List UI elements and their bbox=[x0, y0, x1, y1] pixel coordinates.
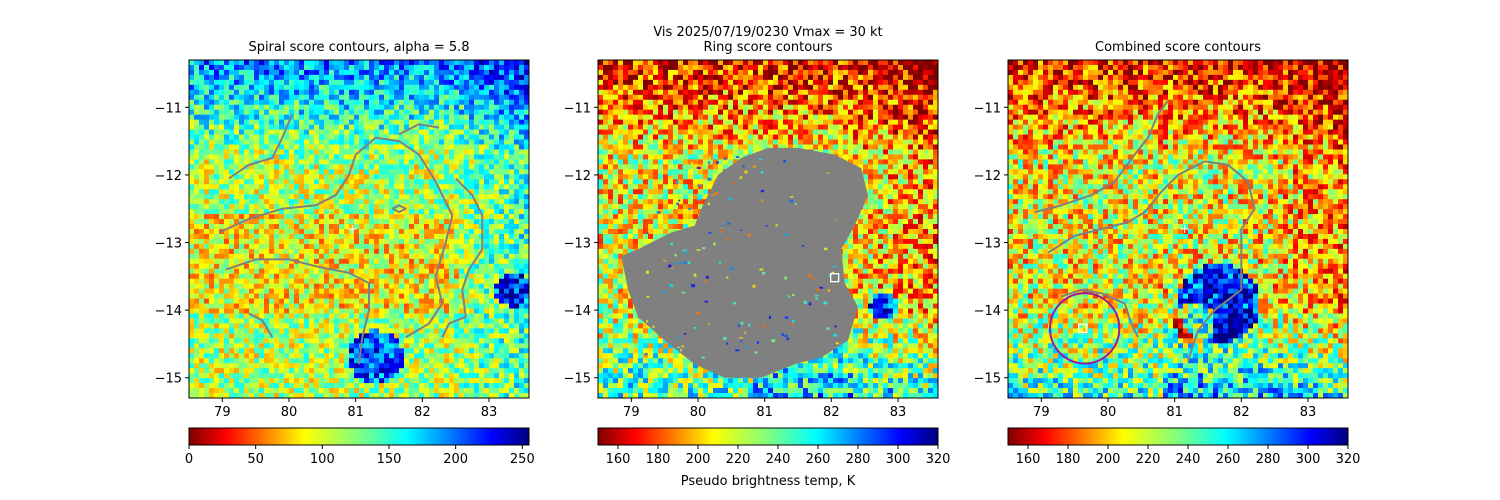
x-tick-label: 81 bbox=[756, 405, 773, 420]
contour-line bbox=[1047, 160, 1256, 362]
colorbar-tick-label: 180 bbox=[1056, 452, 1081, 467]
center-marker-plus bbox=[348, 225, 357, 233]
y-tick-label: −14 bbox=[155, 304, 182, 319]
colorbar: 160 180 200 220 240 260 280 300 320 bbox=[1007, 427, 1361, 467]
x-tick-label: 80 bbox=[690, 405, 707, 420]
center-marker-square bbox=[1078, 323, 1088, 334]
y-tick-label: −14 bbox=[974, 304, 1001, 319]
center-marker-square bbox=[830, 273, 840, 283]
panel-2: Ring score contours 79 80 81 82 83 −11 −12 −13 −1… bbox=[564, 40, 951, 467]
colorbar-tick-label: 300 bbox=[1296, 452, 1321, 467]
x-tick-label: 83 bbox=[481, 405, 498, 420]
colorbar: 160 180 200 220 240 260 280 300 320 bbox=[597, 427, 951, 467]
heatmap-field bbox=[189, 60, 529, 398]
y-tick-label: −12 bbox=[564, 169, 591, 184]
contour-line bbox=[225, 258, 370, 365]
contour-line bbox=[228, 113, 294, 180]
y-tick-label: −12 bbox=[155, 169, 182, 184]
contour-line bbox=[248, 312, 274, 338]
axes-frame bbox=[188, 59, 530, 399]
panel-title: Spiral score contours, alpha = 5.8 bbox=[248, 40, 469, 55]
axes-frame bbox=[1007, 59, 1349, 399]
colorbar-label: Pseudo brightness temp, K bbox=[681, 474, 856, 489]
y-tick-label: −13 bbox=[155, 237, 182, 252]
colorbar-tick-label: 280 bbox=[846, 452, 871, 467]
x-tick-label: 82 bbox=[414, 405, 431, 420]
colorbar-tick-label: 240 bbox=[1176, 452, 1201, 467]
x-tick-label: 80 bbox=[281, 405, 298, 420]
y-tick-label: −11 bbox=[564, 101, 591, 116]
heatmap-field bbox=[1008, 60, 1348, 398]
y-tick-label: −15 bbox=[564, 372, 591, 387]
colorbar-tick-label: 240 bbox=[766, 452, 791, 467]
y-tick-label: −11 bbox=[974, 101, 1001, 116]
colorbar-tick-label: 300 bbox=[886, 452, 911, 467]
x-tick-label: 80 bbox=[1100, 405, 1117, 420]
contour-line bbox=[1060, 288, 1139, 338]
colorbar-tick-label: 160 bbox=[606, 452, 631, 467]
x-tick-label: 79 bbox=[623, 405, 640, 420]
panel-1: Spiral score contours, alpha = 5.8 79 80 81… bbox=[155, 40, 535, 467]
colorbar-tick-label: 150 bbox=[377, 452, 402, 467]
colorbar-tick-label: 260 bbox=[806, 452, 831, 467]
x-tick-label: 83 bbox=[1300, 405, 1317, 420]
x-tick-label: 79 bbox=[1033, 405, 1050, 420]
colorbar-tick-label: 250 bbox=[510, 452, 535, 467]
panel-title: Combined score contours bbox=[1095, 40, 1261, 55]
contour-line bbox=[398, 123, 440, 136]
x-tick-label: 79 bbox=[214, 405, 231, 420]
y-tick-label: −15 bbox=[155, 372, 182, 387]
x-tick-label: 82 bbox=[1233, 405, 1250, 420]
contour-line bbox=[218, 136, 454, 339]
heatmap-field bbox=[598, 60, 938, 398]
colorbar-tick-label: 320 bbox=[926, 452, 951, 467]
y-tick-label: −11 bbox=[155, 101, 182, 116]
colorbar-tick-label: 180 bbox=[646, 452, 671, 467]
axes-frame bbox=[597, 59, 939, 399]
center-marker-plus bbox=[1180, 225, 1189, 233]
contour-line bbox=[1034, 100, 1169, 214]
colorbar-tick-label: 200 bbox=[686, 452, 711, 467]
colorbar: 0 50 100 150 200 250 bbox=[185, 427, 535, 467]
contour-line bbox=[441, 177, 484, 338]
colorbar-tick-label: 50 bbox=[247, 452, 264, 467]
contour-line bbox=[391, 204, 407, 214]
y-tick-label: −15 bbox=[974, 372, 1001, 387]
colorbar-tick-label: 280 bbox=[1256, 452, 1281, 467]
ring-score-mask bbox=[621, 147, 868, 378]
center-circle bbox=[1049, 292, 1121, 365]
x-tick-label: 81 bbox=[347, 405, 364, 420]
y-tick-label: −12 bbox=[974, 169, 1001, 184]
colorbar-tick-label: 100 bbox=[310, 452, 335, 467]
x-tick-label: 83 bbox=[890, 405, 907, 420]
colorbar-tick-label: 220 bbox=[726, 452, 751, 467]
x-tick-label: 81 bbox=[1166, 405, 1183, 420]
colorbar-tick-label: 220 bbox=[1136, 452, 1161, 467]
x-tick-label: 82 bbox=[823, 405, 840, 420]
panel-title: Ring score contours bbox=[703, 40, 832, 55]
colorbar-tick-label: 260 bbox=[1216, 452, 1241, 467]
y-tick-label: −13 bbox=[564, 237, 591, 252]
y-tick-label: −14 bbox=[564, 304, 591, 319]
colorbar-tick-label: 320 bbox=[1336, 452, 1361, 467]
figure-suptitle: Vis 2025/07/19/0230 Vmax = 30 kt bbox=[653, 25, 882, 40]
colorbar-tick-label: 0 bbox=[185, 452, 193, 467]
colorbar-tick-label: 160 bbox=[1016, 452, 1041, 467]
colorbar-tick-label: 200 bbox=[1096, 452, 1121, 467]
y-tick-label: −13 bbox=[974, 237, 1001, 252]
panel-3: Combined score contours 79 80 81 82 83 −11 −12 −… bbox=[974, 40, 1361, 467]
colorbar-tick-label: 200 bbox=[443, 452, 468, 467]
